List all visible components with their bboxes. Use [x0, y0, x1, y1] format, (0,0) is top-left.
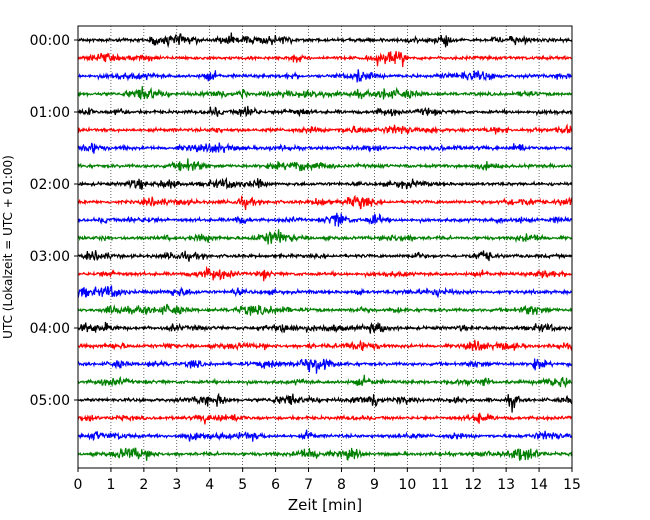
trace-row-0215	[77, 194, 573, 211]
trace-row-0545	[77, 446, 573, 461]
trace-row-0515	[77, 412, 573, 425]
trace-row-0145	[77, 158, 573, 172]
trace-row-0200	[77, 176, 573, 190]
trace-row-0500	[77, 392, 573, 413]
y-tick-label: 01:00	[30, 105, 70, 121]
x-tick-label: 4	[205, 477, 214, 493]
x-tick-label: 10	[398, 477, 416, 493]
trace-row-0415	[77, 339, 573, 352]
x-tick-label: 15	[563, 477, 581, 493]
x-tick-label: 12	[464, 477, 482, 493]
x-tick-label: 3	[172, 477, 181, 493]
trace-row-0130	[77, 142, 573, 154]
trace-row-0000	[77, 32, 573, 49]
y-tick-label: 02:00	[30, 177, 70, 193]
trace-row-0530	[77, 429, 573, 442]
x-tick-label: 2	[139, 477, 148, 493]
x-tick-label: 6	[271, 477, 280, 493]
trace-row-0345	[77, 303, 573, 316]
trace-row-0100	[77, 105, 573, 118]
trace-row-0045	[77, 86, 573, 100]
trace-row-0015	[77, 51, 573, 68]
x-tick-label: 7	[304, 477, 313, 493]
y-tick-label: 00:00	[30, 33, 70, 49]
x-tick-label: 14	[530, 477, 548, 493]
trace-row-0030	[77, 69, 573, 83]
trace-row-0230	[77, 212, 573, 227]
y-tick-label: 04:00	[30, 321, 70, 337]
x-tick-label: 8	[337, 477, 346, 493]
y-tick-label: 05:00	[30, 393, 70, 409]
y-tick-label: 03:00	[30, 249, 70, 265]
seismic-traces	[77, 32, 573, 461]
trace-row-0430	[77, 358, 573, 374]
trace-row-0300	[77, 250, 573, 262]
trace-row-0245	[77, 229, 573, 245]
trace-row-0315	[77, 265, 573, 282]
x-tick-label: 11	[431, 477, 449, 493]
x-axis-label: Zeit [min]	[288, 496, 362, 514]
x-tick-label: 13	[497, 477, 515, 493]
y-axis-ticks: 00:00 01:00 02:00 03:00 04:00 05:00	[30, 33, 78, 409]
plot-area-background	[78, 26, 572, 468]
y-axis-label: UTC (Lokalzeit = UTC + 01:00)	[1, 155, 15, 339]
x-tick-label: 5	[238, 477, 247, 493]
trace-row-0445	[77, 374, 573, 389]
x-tick-label: 9	[370, 477, 379, 493]
x-axis-ticks: 0 1 2 3 4 5 6 7 8 9 10 11 12 13 14 15	[74, 468, 581, 493]
trace-row-0400	[77, 321, 573, 334]
x-tick-label: 1	[106, 477, 115, 493]
trace-row-0330	[77, 285, 573, 299]
trace-row-0115	[77, 123, 573, 135]
x-tick-label: 0	[74, 477, 83, 493]
plot-frame	[77, 25, 573, 469]
